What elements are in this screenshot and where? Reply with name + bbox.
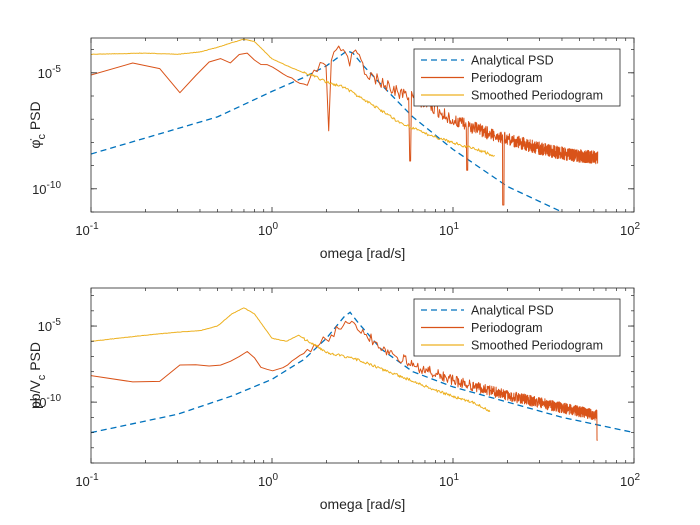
x-axis-label: omega [rad/s] — [320, 496, 406, 512]
x-tick-exponent: 2 — [634, 472, 640, 483]
series-line-smoothed — [91, 38, 495, 157]
y-axis-label-main: φ̇ — [27, 139, 43, 149]
y-axis-label: φ̇c PSD — [27, 101, 48, 148]
legend-entry-smoothed: Smoothed Periodogram — [471, 339, 603, 353]
legend-entry-analytical: Analytical PSD — [471, 304, 554, 318]
y-axis-label-main: pb/V — [27, 380, 43, 409]
x-tick-exponent: 1 — [453, 472, 459, 483]
x-tick-exponent: -1 — [90, 221, 99, 232]
x-tick-exponent: 0 — [272, 221, 278, 232]
y-axis-label: pb/Vc PSD — [27, 342, 48, 409]
y-axis-label-subscript: c — [36, 374, 48, 380]
x-tick-exponent: 2 — [634, 221, 640, 232]
series-line-periodogram — [91, 320, 599, 441]
y-tick-exponent: -10 — [47, 393, 62, 404]
x-axis-label: omega [rad/s] — [320, 245, 406, 261]
legend-entry-analytical: Analytical PSD — [471, 54, 554, 68]
x-tick-exponent: 1 — [453, 221, 459, 232]
series-group — [91, 307, 634, 441]
series-group — [91, 38, 599, 212]
y-tick-exponent: -10 — [47, 180, 62, 191]
legend-entry-smoothed: Smoothed Periodogram — [471, 89, 603, 103]
legend: Analytical PSD Periodogram Smoothed Period… — [413, 48, 621, 107]
x-tick-exponent: -1 — [90, 472, 99, 483]
y-tick-exponent: -5 — [52, 64, 61, 75]
y-tick-exponent: -5 — [52, 317, 61, 328]
x-tick-exponent: 0 — [272, 472, 278, 483]
y-axis-label-tail: PSD — [27, 101, 43, 134]
series-line-analytical — [91, 311, 634, 434]
axes-box — [90, 287, 635, 464]
legend-entry-periodogram: Periodogram — [471, 71, 543, 85]
series-line-smoothed — [91, 307, 491, 413]
y-axis-label-tail: PSD — [27, 342, 43, 375]
legend-entry-periodogram: Periodogram — [471, 321, 543, 335]
axes-box — [90, 37, 635, 213]
y-axis-label-subscript: c — [36, 134, 48, 140]
series-line-periodogram — [91, 45, 599, 206]
legend: Analytical PSD Periodogram Smoothed Period… — [413, 298, 621, 357]
